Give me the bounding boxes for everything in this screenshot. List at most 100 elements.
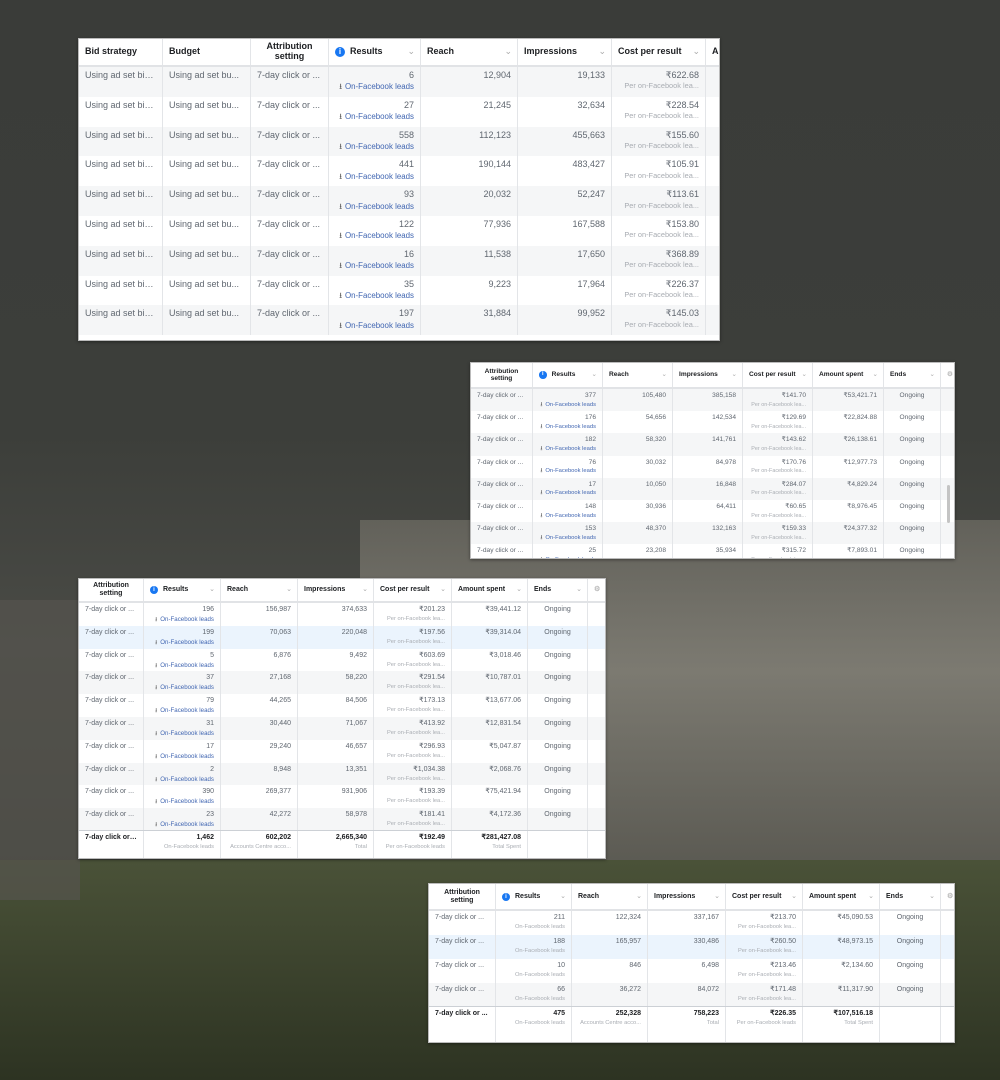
sort-caret-icon[interactable]: ⌄ bbox=[362, 586, 368, 594]
sort-caret-icon[interactable]: ⌄ bbox=[516, 586, 522, 594]
sort-caret-icon[interactable]: ⌄ bbox=[504, 46, 512, 57]
info-icon[interactable]: i bbox=[150, 586, 158, 594]
column-header-impressions[interactable]: Impressions ⌄ bbox=[298, 579, 374, 601]
column-header-impressions[interactable]: Impressions ⌄ bbox=[648, 884, 726, 909]
column-settings[interactable]: ⚙ bbox=[941, 884, 954, 909]
gear-icon[interactable]: ⚙ bbox=[947, 371, 953, 379]
table-row[interactable]: 7-day click or ... 377 ⭳ On-Facebook leads 1… bbox=[471, 389, 954, 412]
column-header-bid-strategy[interactable]: Bid strategy bbox=[79, 39, 163, 65]
sort-caret-icon[interactable]: ⌄ bbox=[714, 892, 720, 900]
leads-download-link[interactable]: ⭳On-Facebook leads bbox=[335, 112, 414, 121]
table-row[interactable]: 7-day click or ... 211 On-Facebook leads 12… bbox=[429, 911, 954, 935]
info-icon[interactable]: i bbox=[335, 47, 345, 57]
leads-download-link[interactable]: ⭳On-Facebook leads bbox=[150, 798, 214, 805]
info-icon[interactable]: i bbox=[539, 371, 547, 379]
table-row[interactable]: Using ad set bid... Using ad set bu... 7-d… bbox=[79, 186, 719, 216]
leads-download-link[interactable]: ⭳On-Facebook leads bbox=[539, 446, 596, 453]
leads-download-link[interactable]: ⭳On-Facebook leads bbox=[150, 616, 214, 623]
column-header-attribution-setting[interactable]: Attribution setting bbox=[251, 39, 329, 65]
sort-caret-icon[interactable]: ⌄ bbox=[636, 892, 642, 900]
column-header-cost-per-result[interactable]: Cost per result ⌄ bbox=[374, 579, 452, 601]
column-header-cost-per-result[interactable]: Cost per result ⌄ bbox=[743, 363, 813, 387]
table-row[interactable]: 7-day click or ... 37 ⭳ On-Facebook leads 27… bbox=[79, 671, 605, 695]
table-row[interactable]: 7-day click or ... 66 On-Facebook leads 36,… bbox=[429, 983, 954, 1007]
sort-caret-icon[interactable]: ⌄ bbox=[598, 46, 606, 57]
leads-download-link[interactable]: ⭳On-Facebook leads bbox=[335, 231, 414, 240]
leads-download-link[interactable]: ⭳On-Facebook leads bbox=[150, 821, 214, 828]
sort-caret-icon[interactable]: ⌄ bbox=[576, 586, 582, 594]
sort-caret-icon[interactable]: ⌄ bbox=[209, 586, 215, 594]
column-settings[interactable]: ⚙ bbox=[941, 363, 954, 387]
column-header-attribution-setting[interactable]: Attribution setting bbox=[429, 884, 496, 909]
column-header-attribution-setting[interactable]: Attribution setting bbox=[471, 363, 533, 387]
table-row[interactable]: Using ad set bid... Using ad set bu... 7-d… bbox=[79, 245, 719, 276]
table-row[interactable]: 7-day click or ... 10 On-Facebook leads 846… bbox=[429, 959, 954, 983]
column-settings[interactable]: ⚙ bbox=[588, 579, 605, 601]
table-row[interactable]: 7-day click or ... 148 ⭳ On-Facebook leads 3… bbox=[471, 499, 954, 523]
table-row[interactable]: 7-day click or ... 23 ⭳ On-Facebook leads 42… bbox=[79, 808, 605, 831]
column-header-reach[interactable]: Reach ⌄ bbox=[603, 363, 673, 387]
column-header-amount-spent[interactable]: Amount spent ⌄ bbox=[452, 579, 528, 601]
leads-download-link[interactable]: ⭳On-Facebook leads bbox=[335, 291, 414, 300]
sort-caret-icon[interactable]: ⌄ bbox=[661, 371, 667, 379]
sort-caret-icon[interactable]: ⌄ bbox=[560, 892, 566, 900]
gear-icon[interactable]: ⚙ bbox=[594, 586, 601, 594]
leads-download-link[interactable]: ⭳On-Facebook leads bbox=[150, 776, 214, 783]
table-row[interactable]: Using ad set bid... Using ad set bu... 7-d… bbox=[79, 305, 719, 336]
table-row[interactable]: Using ad set bid... Using ad set bu... 7-d… bbox=[79, 215, 719, 246]
table-row[interactable]: 7-day click or ... 182 ⭳ On-Facebook leads 5… bbox=[471, 433, 954, 456]
column-header-amount-spent[interactable]: Amount spent ⌄ bbox=[803, 884, 880, 909]
sort-caret-icon[interactable]: ⌄ bbox=[801, 371, 807, 379]
table-row[interactable]: 7-day click or ... 5 ⭳ On-Facebook leads 6,8… bbox=[79, 648, 605, 672]
sort-caret-icon[interactable]: ⌄ bbox=[872, 371, 878, 379]
table-row[interactable]: 7-day click or ... 17 ⭳ On-Facebook leads 10… bbox=[471, 477, 954, 500]
table-row[interactable]: 7-day click or ... 79 ⭳ On-Facebook leads 44… bbox=[79, 694, 605, 717]
leads-download-link[interactable]: ⭳On-Facebook leads bbox=[335, 202, 414, 211]
table-row[interactable]: 7-day click or ... 153 ⭳ On-Facebook leads 4… bbox=[471, 522, 954, 545]
table-row[interactable]: 7-day click or ... 176 ⭳ On-Facebook leads 5… bbox=[471, 411, 954, 434]
table-row[interactable]: 7-day click or ... 17 ⭳ On-Facebook leads 29… bbox=[79, 739, 605, 763]
column-header-attribution-setting[interactable]: Attribution setting bbox=[79, 579, 144, 601]
table-row[interactable]: Using ad set bid... Using ad set bu... 7-d… bbox=[79, 275, 719, 306]
leads-download-link[interactable]: ⭳On-Facebook leads bbox=[539, 468, 596, 475]
column-header-impressions[interactable]: Impressions ⌄ bbox=[673, 363, 743, 387]
sort-caret-icon[interactable]: ⌄ bbox=[731, 371, 737, 379]
column-header-a[interactable]: A bbox=[706, 39, 719, 65]
leads-download-link[interactable]: ⭳On-Facebook leads bbox=[335, 142, 414, 151]
table-row[interactable]: 7-day click or ... 25 ⭳On-Facebook leads 23… bbox=[471, 544, 954, 558]
leads-download-link[interactable]: ⭳On-Facebook leads bbox=[539, 513, 596, 520]
leads-download-link[interactable]: ⭳On-Facebook leads bbox=[150, 753, 214, 760]
leads-download-link[interactable]: ⭳On-Facebook leads bbox=[335, 172, 414, 181]
sort-caret-icon[interactable]: ⌄ bbox=[591, 371, 597, 379]
leads-download-link[interactable]: ⭳On-Facebook leads bbox=[150, 662, 214, 669]
sort-caret-icon[interactable]: ⌄ bbox=[286, 586, 292, 594]
leads-download-link[interactable]: ⭳On-Facebook leads bbox=[150, 730, 214, 737]
sort-caret-icon[interactable]: ⌄ bbox=[791, 892, 797, 900]
vertical-scrollbar[interactable] bbox=[947, 485, 950, 523]
table-row[interactable]: 7-day click or ... 2 ⭳ On-Facebook leads 8,9… bbox=[79, 762, 605, 786]
leads-download-link[interactable]: ⭳On-Facebook leads bbox=[335, 261, 414, 270]
column-header-cost-per-result[interactable]: Cost per result ⌄ bbox=[726, 884, 803, 909]
table-row[interactable]: Using ad set bid... Using ad set bu... 7-d… bbox=[79, 126, 719, 157]
sort-caret-icon[interactable]: ⌄ bbox=[868, 892, 874, 900]
column-header-budget[interactable]: Budget bbox=[163, 39, 251, 65]
column-header-cost-per-result[interactable]: Cost per result ⌄ bbox=[612, 39, 706, 65]
leads-download-link[interactable]: ⭳On-Facebook leads bbox=[539, 402, 596, 409]
column-header-results[interactable]: i Results ⌄ bbox=[496, 884, 572, 909]
leads-download-link[interactable]: ⭳On-Facebook leads bbox=[539, 490, 596, 497]
sort-caret-icon[interactable]: ⌄ bbox=[440, 586, 446, 594]
column-header-impressions[interactable]: Impressions ⌄ bbox=[518, 39, 612, 65]
leads-download-link[interactable]: ⭳On-Facebook leads bbox=[335, 82, 414, 91]
column-header-reach[interactable]: Reach ⌄ bbox=[221, 579, 298, 601]
table-row[interactable]: 7-day click or ... 31 ⭳ On-Facebook leads 30… bbox=[79, 716, 605, 740]
leads-download-link[interactable]: ⭳On-Facebook leads bbox=[150, 639, 214, 646]
table-row[interactable]: Using ad set bid... Using ad set bu... 7-d… bbox=[79, 96, 719, 127]
table-row[interactable]: 7-day click or ... 76 ⭳ On-Facebook leads 30… bbox=[471, 455, 954, 478]
table-row[interactable]: 7-day click or ... 188 On-Facebook leads 16… bbox=[429, 935, 954, 959]
gear-icon[interactable]: ⚙ bbox=[947, 892, 954, 900]
leads-download-link[interactable]: ⭳On-Facebook leads bbox=[539, 535, 596, 542]
leads-download-link[interactable]: ⭳On-Facebook leads bbox=[539, 424, 596, 431]
sort-caret-icon[interactable]: ⌄ bbox=[407, 46, 415, 57]
sort-caret-icon[interactable]: ⌄ bbox=[929, 371, 935, 379]
sort-caret-icon[interactable]: ⌄ bbox=[692, 46, 700, 57]
